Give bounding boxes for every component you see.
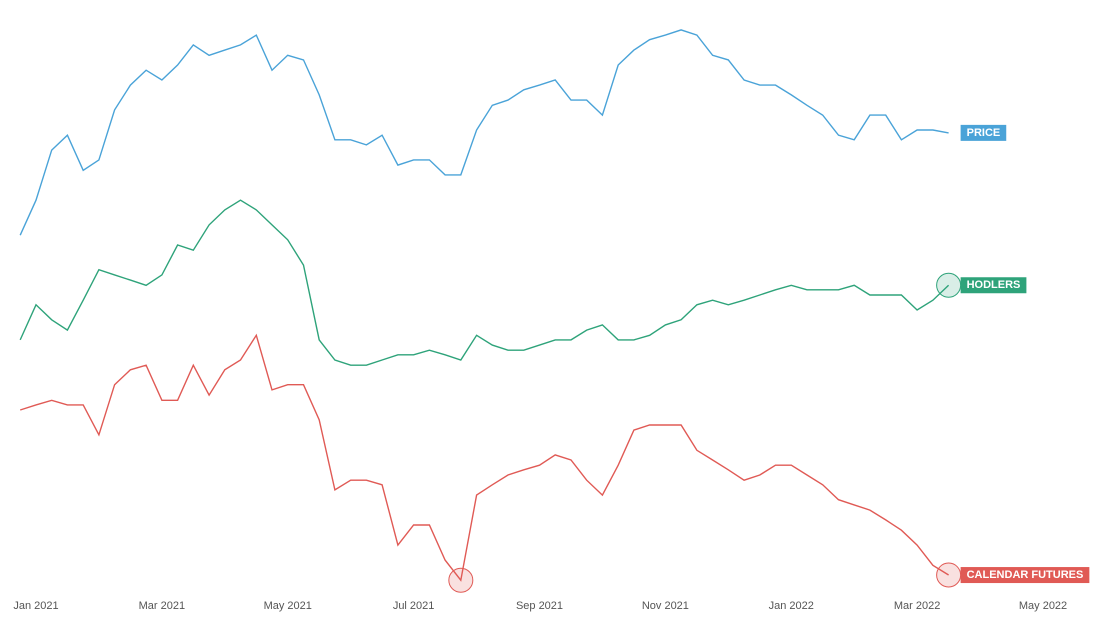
x-tick-label: Mar 2022 <box>894 600 940 612</box>
series-line <box>19 333 949 582</box>
series-line <box>19 29 949 236</box>
series-label-box <box>960 277 1027 294</box>
series-label-text: HODLERS <box>967 279 1021 291</box>
series-label: PRICE <box>960 124 1007 141</box>
x-tick-label: Sep 2021 <box>516 600 563 612</box>
x-tick-label: Jul 2021 <box>393 600 435 612</box>
series-label: HODLERS <box>960 277 1027 294</box>
series-line <box>19 199 950 366</box>
x-tick-label: Jan 2021 <box>13 600 58 612</box>
series-label-text: PRICE <box>967 127 1001 139</box>
x-tick-label: Jan 2022 <box>769 600 814 612</box>
x-tick-label: Nov 2021 <box>642 600 689 612</box>
series-label-box <box>960 124 1007 141</box>
series-label: CALENDAR FUTURES <box>960 567 1090 584</box>
x-tick-label: May 2022 <box>1019 600 1067 612</box>
series-label-text: CALENDAR FUTURES <box>967 569 1084 581</box>
highlight-circle <box>936 562 962 588</box>
x-tick-label: May 2021 <box>264 600 312 612</box>
x-tick-label: Mar 2021 <box>139 600 185 612</box>
series-label-box <box>960 567 1090 584</box>
